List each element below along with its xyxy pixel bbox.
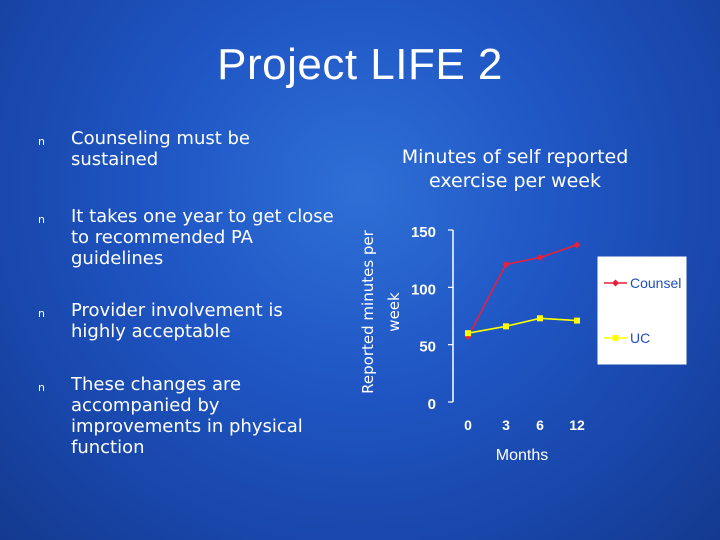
bullet-text: Counseling must be sustained	[71, 128, 251, 170]
legend-marker	[612, 335, 619, 341]
data-point	[573, 241, 581, 249]
series-line-uc	[467, 317, 578, 334]
bullet-item: n Counseling must be sustained	[38, 128, 338, 170]
y-tick-label: 0	[428, 396, 436, 413]
y-tick-label: 100	[411, 281, 436, 298]
bullet-item: n Provider involvement is highly accepta…	[38, 300, 338, 342]
x-tick-label: 6	[536, 417, 544, 433]
y-axis-label-line-2: week	[385, 292, 403, 332]
y-tick-label: 150	[411, 224, 436, 241]
legend-box	[597, 256, 687, 365]
bullet-marker: n	[38, 135, 45, 148]
data-point	[537, 315, 543, 322]
data-point	[465, 330, 471, 337]
data-point	[574, 317, 580, 324]
legend-label: Counsel	[630, 275, 681, 291]
legend-marker	[612, 279, 619, 287]
x-tick-label: 0	[464, 417, 472, 433]
bullet-marker: n	[38, 213, 45, 226]
x-tick-label: 3	[502, 417, 510, 433]
y-axis-label: Reported minutes per	[359, 229, 377, 393]
x-tick-label: 12	[569, 417, 585, 433]
bullet-marker: n	[38, 381, 45, 394]
bullet-marker: n	[38, 307, 45, 320]
chart-title: Minutes of self reported exercise per we…	[401, 146, 629, 192]
bullet-text: These changes are accompanied by improve…	[71, 374, 303, 458]
x-axis-label: Months	[496, 447, 548, 464]
data-point	[536, 254, 544, 262]
data-point	[502, 260, 510, 268]
bullet-text: It takes one year to get close to recomm…	[71, 206, 334, 269]
data-point	[503, 323, 509, 330]
bullet-item: n These changes are accompanied by impro…	[38, 374, 338, 458]
slide-title: Project LIFE 2	[217, 40, 503, 89]
legend-label: UC	[630, 330, 650, 346]
y-tick-label: 50	[419, 339, 436, 356]
series-line-counsel	[467, 244, 578, 338]
bullet-item: n It takes one year to get close to reco…	[38, 206, 338, 269]
bullet-text: Provider involvement is highly acceptabl…	[71, 300, 283, 342]
